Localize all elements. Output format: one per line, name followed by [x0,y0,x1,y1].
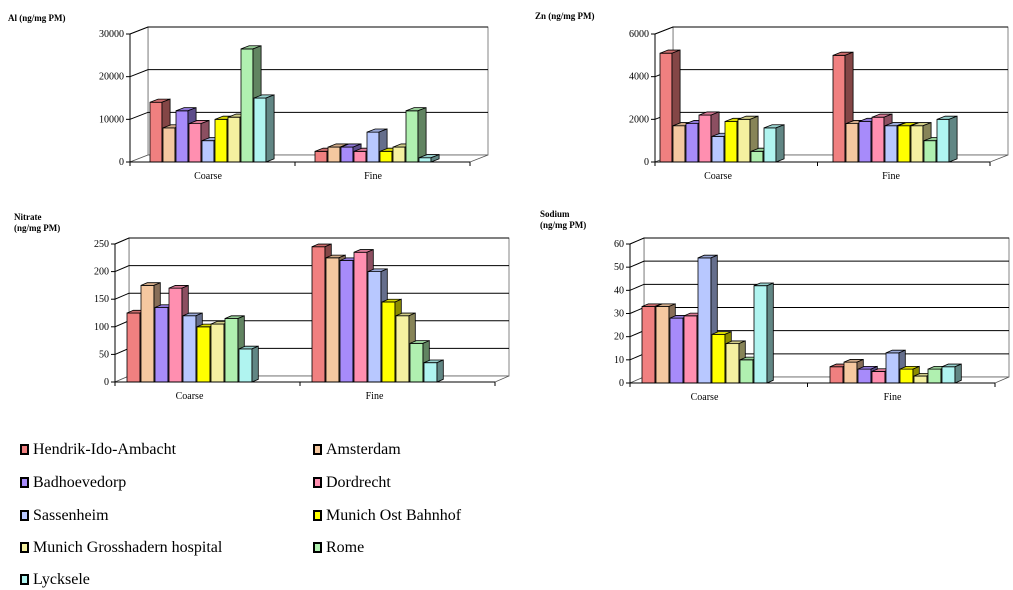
gridline [114,265,509,273]
x-tick-label: Fine [884,392,902,403]
legend-item: Hendrik-Ido-Ambacht [20,440,176,460]
zn-chart: Zn (ng/mg PM) 0 2000 4000 6000 Coarse Fine [505,0,1010,195]
bar [936,115,958,163]
y-tick-label: 50 [99,349,109,360]
x-tick-label: Fine [366,391,384,402]
legend-item: Badhoevedorp [20,473,126,493]
sodium-chart: Sodium (ng/mg PM) 0 10 20 30 40 50 60 Coarse Fin… [505,200,1010,415]
y-tick-label: 40 [614,285,624,296]
x-tick-label: Coarse [704,171,732,182]
y-tick-label: 20000 [99,72,124,83]
legend-item: Amsterdam [313,440,401,460]
x-tick-label: Coarse [194,171,222,182]
legend-item: Dordrecht [313,473,391,493]
x-tick-label: Coarse [691,392,719,403]
al-chart: Al (ng/mg PM) 0 10000 20000 30000 Coarse Fine [0,0,500,195]
y-tick-label: 30000 [99,29,124,40]
sodium-chart-y-title: Sodium (ng/mg PM) [540,209,587,230]
legend-swatch [20,477,29,488]
y-tick-label: 30 [614,309,624,320]
y-tick-label: 2000 [629,114,649,125]
y-tick-label: 0 [644,157,649,168]
legend-swatch [20,444,29,455]
y-tick-label: 20 [614,332,624,343]
legend-swatch [20,542,29,553]
y-tick-label: 0 [104,377,109,388]
legend-swatch [20,574,29,585]
y-tick-label: 4000 [629,72,649,83]
legend-item: Rome [313,538,364,558]
legend-item: Sassenheim [20,506,109,526]
al-chart-plot: 0 10000 20000 30000 Coarse Fine [99,26,489,182]
y-tick-label: 60 [614,239,624,250]
nitrate-chart-plot: 0 50 100 150 200 250 Coarse Fine [94,237,510,402]
legend-item: Lycksele [20,570,90,590]
zn-chart-plot: 0 2000 4000 6000 Coarse Fine [629,26,1009,182]
zn-chart-y-title: Zn (ng/mg PM) [535,11,595,21]
gridline [129,111,488,120]
y-tick-label: 250 [94,239,109,250]
y-tick-label: 6000 [629,29,649,40]
y-tick-label: 10000 [99,114,124,125]
gridline [629,260,1009,268]
bar [941,363,962,384]
bar [405,107,427,163]
legend-label: Munich Ost Bahnhof [326,507,462,524]
legend-swatch [313,542,322,553]
legend-label: Amsterdam [326,441,401,458]
legend-label: Lycksele [33,571,90,588]
bar [238,345,259,383]
bar [418,153,440,163]
bar [763,124,785,163]
x-tick-label: Fine [364,171,382,182]
al-chart-y-title: Al (ng/mg PM) [8,13,66,23]
legend-item: Munich Grosshadern hospital [20,538,222,558]
legend-label: Badhoevedorp [33,474,127,491]
sodium-chart-plot: 0 10 20 30 40 50 60 Coarse Fine [614,237,1010,403]
bar [423,359,444,383]
y-tick-label: 0 [119,157,124,168]
x-tick-label: Coarse [176,391,204,402]
y-tick-label: 0 [619,378,624,389]
legend-swatch [313,477,322,488]
y-tick-label: 200 [94,267,109,278]
y-tick-label: 10 [614,355,624,366]
legend-label: Hendrik-Ido-Ambacht [33,441,177,458]
bar [885,349,906,384]
legend-item: Munich Ost Bahnhof [313,506,461,526]
legend-label: Sassenheim [33,507,109,524]
gridline [629,237,1009,245]
y-tick-label: 100 [94,322,109,333]
gridline [129,69,488,78]
legend-label: Dordrecht [326,474,391,491]
bar [253,94,275,163]
legend-label: Munich Grosshadern hospital [33,539,223,556]
legend-label: Rome [326,539,365,556]
legend-swatch [313,444,322,455]
legend-swatch [313,510,322,521]
legend-swatch [20,510,29,521]
y-tick-label: 50 [614,262,624,273]
nitrate-chart-y-title: Nitrate (ng/mg PM) [14,212,61,233]
nitrate-chart: Nitrate (ng/mg PM) 0 50 100 150 200 250 Coarse… [0,200,510,415]
gridline [629,283,1009,291]
gridline [654,26,1008,35]
gridline [114,237,509,245]
gridline [129,26,488,35]
y-tick-label: 150 [94,294,109,305]
bar [753,282,774,384]
x-tick-label: Fine [882,171,900,182]
